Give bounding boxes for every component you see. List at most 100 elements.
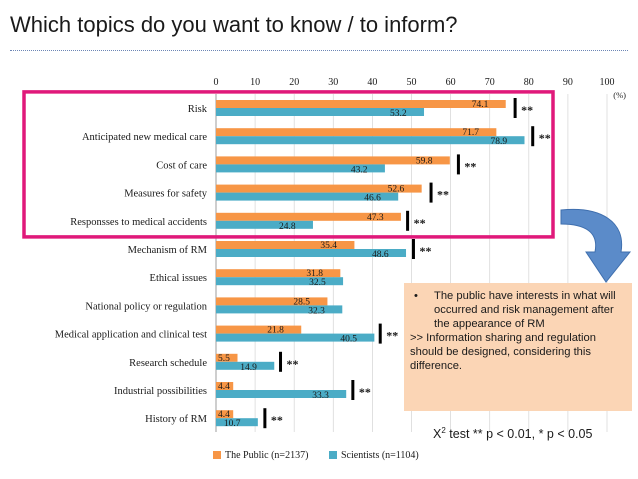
bar-public — [216, 353, 238, 362]
bar-public — [216, 269, 341, 278]
value-label-scientists: 43.2 — [351, 165, 368, 175]
value-label-public: 21.8 — [267, 326, 284, 336]
value-label-scientists: 32.5 — [309, 278, 326, 288]
value-label-public: 52.6 — [388, 185, 405, 195]
category-label: Risk — [188, 104, 208, 115]
significance-label: ** — [386, 329, 398, 343]
value-label-public: 28.5 — [293, 297, 310, 307]
category-label: History of RM — [145, 414, 208, 425]
test-superscript: 2 — [441, 426, 446, 435]
bar-public — [216, 128, 497, 137]
value-label-scientists: 32.3 — [308, 306, 325, 316]
value-label-public: 5.5 — [218, 354, 230, 364]
significance-label: ** — [521, 103, 533, 117]
x-tick-label: 70 — [485, 77, 495, 88]
significance-bar — [531, 126, 535, 147]
bar-scientists — [216, 361, 275, 370]
legend-label-public: The Public (n=2137) — [225, 450, 308, 461]
value-label-public: 74.1 — [472, 100, 489, 110]
significance-label: ** — [271, 413, 283, 427]
category-label: Ethical issues — [150, 273, 207, 284]
bar-scientists — [216, 192, 399, 201]
bar-public — [216, 382, 234, 390]
bar-public — [216, 325, 302, 334]
significance-bar — [411, 239, 415, 259]
significance-bar — [456, 154, 460, 175]
category-label: Mechanism of RM — [128, 245, 208, 256]
x-tick-label: 100 — [600, 77, 615, 88]
note-bullet-text: The public have interests in what will o… — [434, 290, 616, 330]
slide-title: Which topics do you want to know / to in… — [10, 12, 458, 37]
bar-scientists — [216, 418, 258, 427]
legend-swatch-public — [213, 451, 221, 459]
note-bullet-item: • The public have interests in what will… — [410, 289, 624, 331]
bar-public — [216, 156, 450, 165]
value-label-public: 31.8 — [306, 269, 323, 279]
category-label: Cost of care — [156, 160, 207, 171]
significance-bar — [378, 323, 382, 344]
significance-label: ** — [464, 159, 476, 173]
value-label-scientists: 48.6 — [372, 250, 389, 260]
significance-label: ** — [539, 131, 551, 145]
statistical-test-note: X2 test ** p < 0.01, * p < 0.05 — [433, 426, 592, 441]
significance-bar — [513, 98, 517, 118]
test-text: test ** p < 0.01, * p < 0.05 — [445, 427, 593, 442]
bar-scientists — [216, 277, 344, 286]
x-tick-label: 40 — [367, 77, 377, 88]
note-box: • The public have interests in what will… — [404, 283, 632, 411]
category-label: Measures for safety — [124, 189, 208, 200]
value-label-public: 47.3 — [367, 213, 384, 223]
value-label-public: 4.4 — [218, 410, 230, 420]
significance-label: ** — [437, 188, 449, 202]
bar-public — [216, 297, 328, 306]
significance-bar — [351, 380, 355, 400]
bar-scientists — [216, 333, 375, 342]
value-label-scientists: 78.9 — [490, 137, 507, 147]
bar-scientists — [216, 305, 343, 314]
significance-label: ** — [414, 216, 426, 230]
value-label-scientists: 53.2 — [390, 109, 407, 119]
value-label-public: 4.4 — [218, 382, 230, 392]
title-divider — [10, 50, 628, 51]
x-tick-label: 0 — [214, 77, 219, 88]
bar-public — [216, 241, 355, 249]
significance-bar — [406, 210, 410, 231]
value-label-scientists: 14.9 — [240, 363, 257, 373]
value-label-scientists: 24.8 — [279, 222, 296, 232]
significance-bar — [279, 351, 283, 372]
category-label: Anticipated new medical care — [82, 132, 207, 143]
x-tick-label: 60 — [446, 77, 456, 88]
category-label: Research schedule — [129, 358, 207, 369]
curved-arrow-icon — [560, 208, 632, 283]
highlight-box — [22, 90, 555, 239]
value-label-public: 59.8 — [416, 156, 433, 166]
bar-scientists — [216, 108, 425, 116]
significance-label: ** — [287, 357, 299, 371]
x-tick-label: 80 — [524, 77, 534, 88]
value-label-public: 71.7 — [462, 128, 479, 138]
category-label: Industrial possibilities — [114, 386, 207, 397]
bullet-marker: • — [414, 290, 418, 302]
category-label: Responsses to medical accidents — [70, 217, 207, 228]
note-conclusion: >> Information sharing and regulation sh… — [410, 332, 596, 372]
bar-scientists — [216, 249, 407, 257]
bar-public — [216, 212, 401, 221]
x-tick-label: 50 — [407, 77, 417, 88]
bar-scientists — [216, 220, 313, 229]
x-tick-label: 20 — [289, 77, 299, 88]
bar-scientists — [216, 164, 385, 173]
bar-public — [216, 184, 422, 193]
x-tick-label: 90 — [563, 77, 573, 88]
x-tick-label: 30 — [328, 77, 338, 88]
test-prefix: X — [433, 427, 442, 442]
bar-public — [216, 410, 234, 419]
category-label: Medical application and clinical test — [55, 330, 207, 341]
significance-bar — [429, 182, 433, 203]
bar-public — [216, 100, 506, 108]
bar-scientists — [216, 390, 347, 398]
value-label-scientists: 33.3 — [312, 391, 329, 401]
bar-scientists — [216, 136, 525, 145]
significance-label: ** — [359, 385, 371, 399]
legend-label-scientists: Scientists (n=1104) — [341, 450, 419, 461]
